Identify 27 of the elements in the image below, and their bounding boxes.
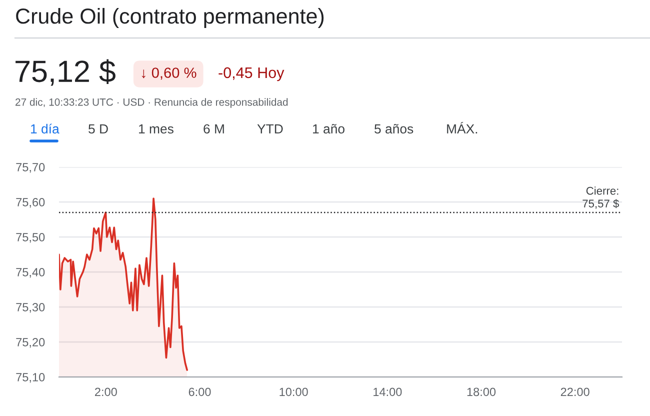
- y-tick-label: 75,30: [16, 303, 45, 313]
- x-tick-label: 14:00: [374, 388, 402, 396]
- chart-title: Crude Oil (contrato permanente): [16, 8, 324, 28]
- y-tick-label: 75,70: [16, 163, 45, 173]
- x-tick-label: 6:00: [188, 388, 211, 396]
- y-tick-label: 75,50: [16, 233, 45, 243]
- text: 1 día: [31, 124, 60, 134]
- x-tick-label: 18:00: [467, 388, 496, 396]
- text: 75,12 $: [16, 59, 116, 86]
- text: -0,45 Hoy: [218, 67, 284, 82]
- text: 6 M: [204, 124, 224, 134]
- text: 5 años: [374, 124, 414, 134]
- text: 5 D: [88, 124, 108, 134]
- y-tick-label: 75,10: [16, 373, 45, 383]
- x-tick-label: 2:00: [95, 388, 117, 396]
- x-tick-label: 22:00: [560, 388, 590, 396]
- text: YTD: [257, 124, 283, 134]
- text: 1 mes: [139, 124, 174, 134]
- text: ↓ 0,60 %: [142, 68, 196, 80]
- x-tick-label: 10:00: [280, 388, 308, 396]
- y-tick-label: 75,40: [16, 268, 45, 278]
- text: 1 año: [313, 124, 344, 134]
- text: 27 dic, 10:33:23 UTC · USD · Renuncia de responsabilidad: [16, 98, 288, 108]
- ref-line-label: Cierre: 75,57 $: [582, 186, 620, 209]
- text: MÁX.: [447, 122, 478, 134]
- y-tick-label: 75,60: [16, 198, 45, 208]
- y-tick-label: 75,20: [16, 338, 45, 348]
